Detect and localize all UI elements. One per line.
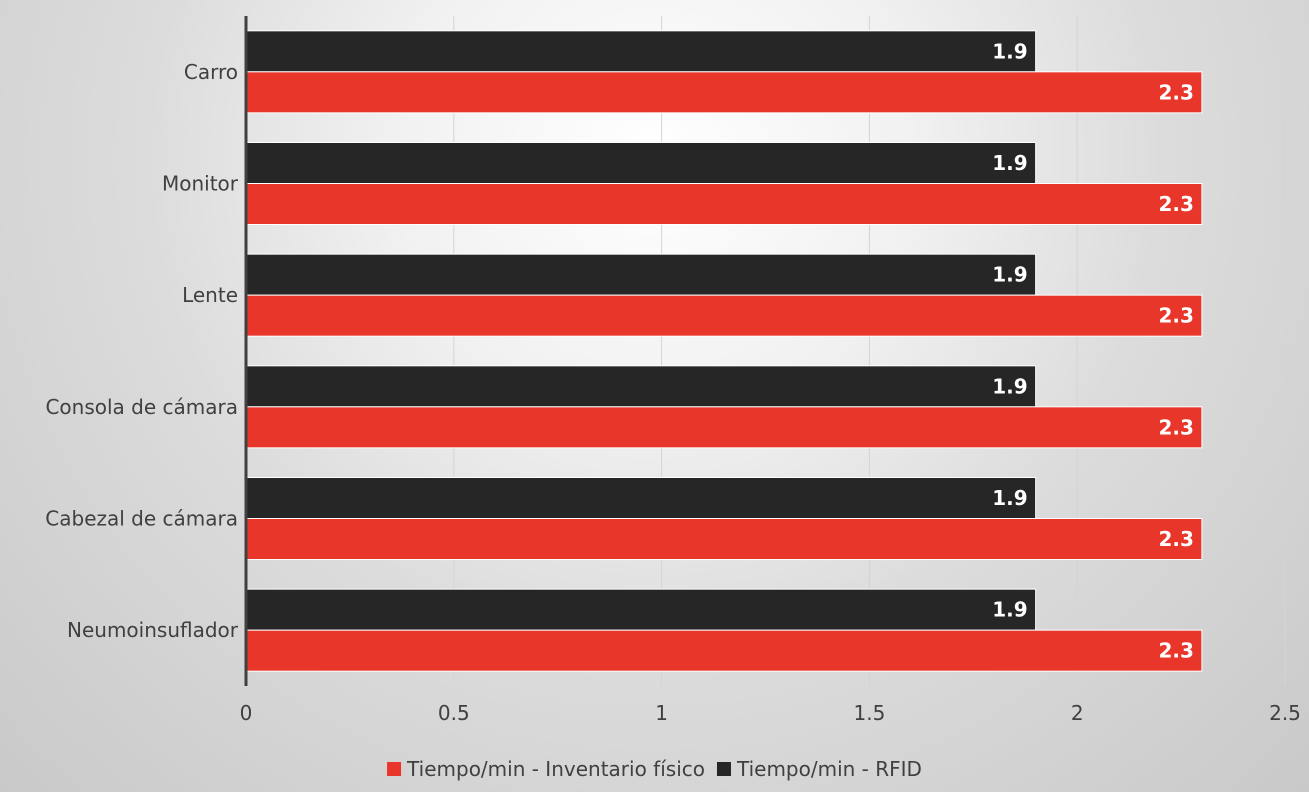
category-label: Carro bbox=[184, 60, 238, 84]
bar bbox=[245, 183, 1203, 225]
x-tick-label: 1.5 bbox=[853, 701, 885, 725]
legend-item: Tiempo/min - Inventario físico bbox=[387, 757, 705, 781]
data-label: 2.3 bbox=[1158, 639, 1193, 663]
data-label: 1.9 bbox=[992, 598, 1027, 622]
data-label: 2.3 bbox=[1158, 415, 1193, 439]
x-axis-tick-labels: 0 0.5 1 1.5 2 2.5 bbox=[240, 701, 1301, 725]
category-label: Consola de cámara bbox=[45, 395, 238, 419]
x-tick-label: 2.5 bbox=[1269, 701, 1301, 725]
category-label: Monitor bbox=[162, 172, 239, 196]
category-label: Lente bbox=[182, 283, 238, 307]
legend-item: Tiempo/min - RFID bbox=[716, 757, 922, 781]
category-labels: Carro Monitor Lente Consola de cámara Cabeza… bbox=[45, 60, 238, 642]
data-label: 2.3 bbox=[1158, 192, 1193, 216]
data-label: 2.3 bbox=[1158, 80, 1193, 104]
data-label: 1.9 bbox=[992, 374, 1027, 398]
x-tick-label: 0.5 bbox=[438, 701, 470, 725]
legend-label: Tiempo/min - Inventario físico bbox=[406, 757, 705, 781]
bar bbox=[245, 365, 1037, 408]
legend-swatch bbox=[716, 762, 731, 776]
data-label: 2.3 bbox=[1158, 527, 1193, 551]
x-tick-label: 2 bbox=[1071, 701, 1084, 725]
data-label: 2.3 bbox=[1158, 304, 1193, 328]
bar bbox=[245, 406, 1203, 449]
bar bbox=[245, 518, 1203, 560]
gridlines bbox=[453, 16, 1286, 686]
bar bbox=[245, 253, 1037, 296]
category-label: Neumoinsuflador bbox=[67, 618, 239, 642]
data-labels: 1.9 2.3 1.9 2.3 1.9 2.3 1.9 2.3 1.9 2.3 1.9 2.3 bbox=[992, 39, 1194, 662]
data-label: 1.9 bbox=[992, 486, 1027, 510]
category-label: Cabezal de cámara bbox=[45, 507, 238, 531]
bar bbox=[245, 142, 1037, 184]
bar bbox=[245, 30, 1037, 73]
bar bbox=[245, 629, 1203, 672]
legend-swatch bbox=[387, 762, 402, 776]
x-tick-label: 0 bbox=[240, 701, 253, 725]
bar bbox=[245, 477, 1037, 519]
data-label: 1.9 bbox=[992, 151, 1027, 175]
legend: Tiempo/min - Inventario físico Tiempo/min… bbox=[387, 757, 922, 781]
legend-label: Tiempo/min - RFID bbox=[736, 757, 922, 781]
data-label: 1.9 bbox=[992, 39, 1027, 63]
x-tick-label: 1 bbox=[655, 701, 668, 725]
bar bbox=[245, 294, 1203, 337]
bar bbox=[245, 71, 1203, 114]
bar bbox=[245, 588, 1037, 631]
data-label: 1.9 bbox=[992, 263, 1027, 287]
bars bbox=[245, 30, 1203, 672]
